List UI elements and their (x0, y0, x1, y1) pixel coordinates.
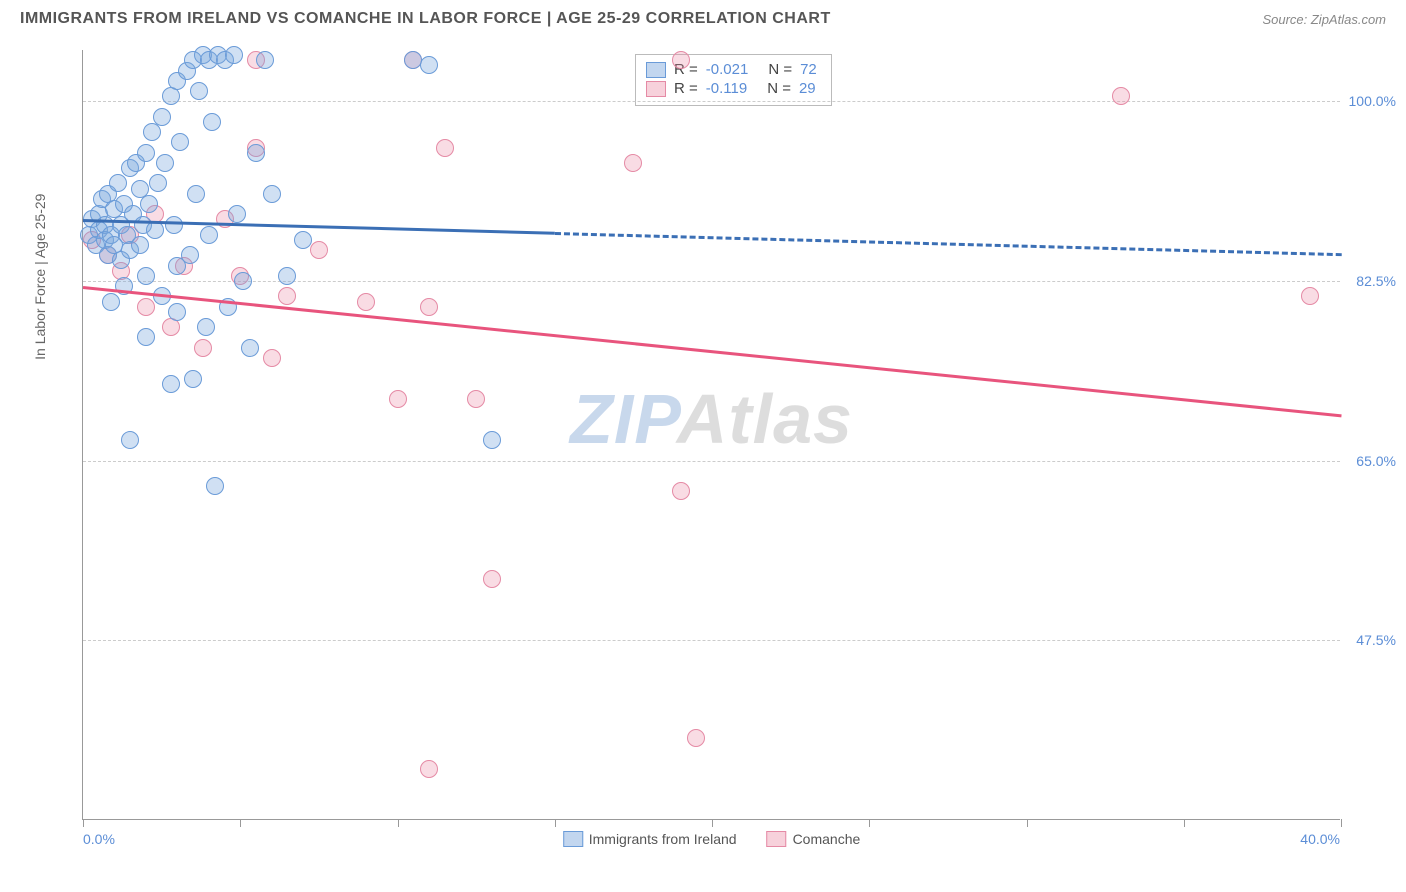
n-value-ireland: 72 (800, 61, 817, 78)
swatch-ireland (646, 62, 666, 78)
y-tick-label: 82.5% (1356, 273, 1396, 289)
data-point-ireland (121, 431, 139, 449)
x-axis-max-label: 40.0% (1300, 831, 1340, 847)
gridline (83, 461, 1340, 462)
data-point-comanche (436, 139, 454, 157)
legend-item-comanche: Comanche (767, 831, 861, 847)
data-point-ireland (137, 328, 155, 346)
data-point-ireland (140, 195, 158, 213)
x-tick (712, 819, 713, 827)
chart-title: IMMIGRANTS FROM IRELAND VS COMANCHE IN L… (20, 10, 831, 28)
data-point-comanche (624, 154, 642, 172)
r-value-ireland: -0.021 (706, 61, 749, 78)
x-tick (1027, 819, 1028, 827)
y-tick-label: 47.5% (1356, 632, 1396, 648)
data-point-ireland (149, 174, 167, 192)
data-point-ireland (200, 226, 218, 244)
data-point-ireland (278, 267, 296, 285)
gridline (83, 281, 1340, 282)
x-axis-min-label: 0.0% (83, 831, 115, 847)
plot-area: ZIPAtlas R = -0.021 N = 72 R = -0.119 N … (82, 50, 1340, 820)
data-point-ireland (153, 108, 171, 126)
data-point-ireland (225, 46, 243, 64)
data-point-comanche (672, 482, 690, 500)
data-point-comanche (357, 293, 375, 311)
y-tick-label: 100.0% (1349, 93, 1396, 109)
data-point-ireland (109, 174, 127, 192)
r-value-comanche: -0.119 (706, 80, 747, 97)
data-point-ireland (102, 293, 120, 311)
n-value-comanche: 29 (799, 80, 816, 97)
regression-line (555, 232, 1341, 256)
watermark: ZIPAtlas (570, 379, 853, 459)
n-label: N = (768, 61, 792, 78)
legend-label-comanche: Comanche (793, 831, 861, 847)
gridline (83, 640, 1340, 641)
y-tick-label: 65.0% (1356, 453, 1396, 469)
x-tick (398, 819, 399, 827)
data-point-ireland (131, 236, 149, 254)
data-point-comanche (420, 298, 438, 316)
bottom-legend: Immigrants from Ireland Comanche (563, 831, 861, 847)
data-point-comanche (310, 241, 328, 259)
data-point-comanche (137, 298, 155, 316)
data-point-comanche (420, 760, 438, 778)
data-point-comanche (1301, 287, 1319, 305)
source-attribution: Source: ZipAtlas.com (1262, 12, 1386, 27)
x-tick (83, 819, 84, 827)
x-tick (869, 819, 870, 827)
data-point-ireland (263, 185, 281, 203)
chart-container: In Labor Force | Age 25-29 ZIPAtlas R = … (50, 50, 1340, 820)
data-point-comanche (1112, 87, 1130, 105)
data-point-comanche (687, 729, 705, 747)
data-point-comanche (483, 570, 501, 588)
stats-row-comanche: R = -0.119 N = 29 (646, 80, 817, 97)
gridline (83, 101, 1340, 102)
data-point-comanche (389, 390, 407, 408)
data-point-comanche (467, 390, 485, 408)
x-tick (240, 819, 241, 827)
legend-swatch-ireland (563, 831, 583, 847)
data-point-ireland (187, 185, 205, 203)
data-point-ireland (168, 257, 186, 275)
n-label: N = (767, 80, 791, 97)
data-point-ireland (294, 231, 312, 249)
data-point-ireland (420, 56, 438, 74)
x-tick (1184, 819, 1185, 827)
data-point-ireland (197, 318, 215, 336)
x-tick (1341, 819, 1342, 827)
data-point-ireland (156, 154, 174, 172)
swatch-comanche (646, 81, 666, 97)
data-point-ireland (137, 144, 155, 162)
data-point-ireland (168, 303, 186, 321)
data-point-ireland (234, 272, 252, 290)
data-point-ireland (184, 370, 202, 388)
data-point-ireland (241, 339, 259, 357)
data-point-ireland (228, 205, 246, 223)
legend-item-ireland: Immigrants from Ireland (563, 831, 737, 847)
legend-label-ireland: Immigrants from Ireland (589, 831, 737, 847)
data-point-ireland (256, 51, 274, 69)
r-label: R = (674, 80, 698, 97)
data-point-comanche (672, 51, 690, 69)
data-point-ireland (247, 144, 265, 162)
legend-swatch-comanche (767, 831, 787, 847)
data-point-comanche (278, 287, 296, 305)
correlation-stats-box: R = -0.021 N = 72 R = -0.119 N = 29 (635, 54, 832, 106)
data-point-comanche (263, 349, 281, 367)
data-point-comanche (194, 339, 212, 357)
data-point-ireland (206, 477, 224, 495)
data-point-ireland (203, 113, 221, 131)
y-axis-title: In Labor Force | Age 25-29 (32, 194, 48, 360)
data-point-ireland (190, 82, 208, 100)
data-point-ireland (162, 87, 180, 105)
data-point-ireland (483, 431, 501, 449)
data-point-comanche (162, 318, 180, 336)
data-point-ireland (171, 133, 189, 151)
data-point-ireland (162, 375, 180, 393)
data-point-ireland (137, 267, 155, 285)
x-tick (555, 819, 556, 827)
data-point-ireland (143, 123, 161, 141)
